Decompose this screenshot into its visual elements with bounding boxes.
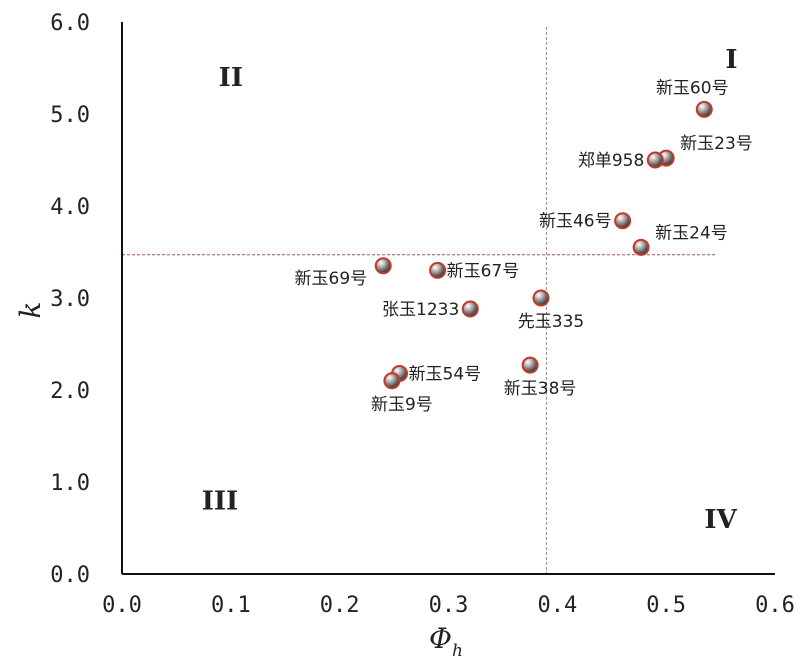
data-point	[614, 212, 632, 230]
quadrant-label: II	[219, 63, 243, 93]
x-tick-label: 0.3	[429, 593, 469, 618]
y-tick-label: 1.0	[50, 471, 90, 496]
data-label: 新玉24号	[655, 223, 728, 243]
y-tick-label: 5.0	[50, 103, 90, 128]
data-label: 先玉335	[518, 312, 584, 332]
reference-lines	[122, 27, 716, 574]
y-tick-label: 0.0	[50, 563, 90, 588]
data-point	[461, 300, 479, 318]
y-tick-label: 3.0	[50, 287, 90, 312]
data-point	[632, 238, 650, 256]
data-label: 郑单958	[578, 151, 644, 171]
data-point	[383, 372, 401, 390]
data-label: 新玉9号	[371, 395, 433, 415]
y-axis-title: k	[14, 302, 47, 319]
data-label: 新玉54号	[409, 364, 482, 384]
y-tick-label: 2.0	[50, 379, 90, 404]
data-point	[521, 356, 539, 374]
data-point	[646, 151, 664, 169]
y-tick-label: 6.0	[50, 11, 90, 36]
data-point	[532, 289, 550, 307]
data-point	[695, 100, 713, 118]
quadrant-label: I	[725, 45, 737, 75]
data-label: 张玉1233	[382, 300, 459, 320]
x-tick-label: 0.0	[102, 593, 142, 618]
data-label: 新玉38号	[504, 379, 577, 399]
x-tick-label: 0.5	[646, 593, 686, 618]
data-label: 新玉69号	[295, 269, 368, 289]
x-axis-title-subscript: h	[452, 641, 463, 661]
y-tick-label: 4.0	[50, 195, 90, 220]
data-label: 新玉23号	[680, 134, 753, 154]
x-tick-label: 0.4	[537, 593, 577, 618]
quadrant-label: III	[202, 486, 239, 516]
data-point	[429, 261, 447, 279]
quadrant-label: IV	[704, 505, 737, 535]
x-tick-label: 0.1	[211, 593, 251, 618]
axes	[121, 22, 775, 575]
x-tick-label: 0.2	[320, 593, 360, 618]
data-label: 新玉60号	[656, 78, 729, 98]
x-axis-title: Φh	[429, 622, 463, 661]
x-tick-label: 0.6	[755, 593, 795, 618]
data-label: 新玉67号	[447, 261, 520, 281]
data-points	[374, 100, 713, 390]
data-label: 新玉46号	[539, 212, 612, 232]
data-point	[374, 257, 392, 275]
tick-labels: 0.0 0.1 0.2 0.3 0.4 0.5 0.6 0.0 1.0 2.0 3.0 4.0 5.0 6…	[50, 11, 795, 618]
